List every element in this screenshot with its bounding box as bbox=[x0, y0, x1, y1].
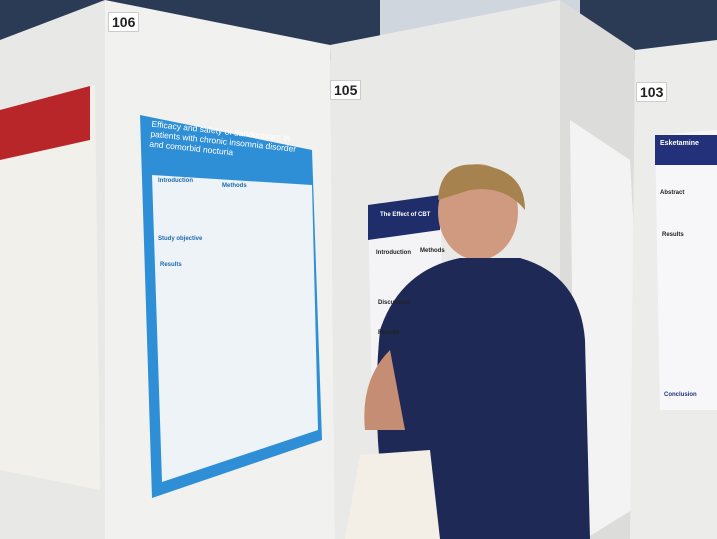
side-poster bbox=[570, 120, 648, 539]
section-heading: Abstract bbox=[660, 190, 685, 196]
section-heading: Introduction bbox=[158, 178, 193, 184]
section-heading: Methods bbox=[420, 248, 445, 254]
section-heading: Results bbox=[662, 232, 684, 238]
left-poster-header bbox=[0, 86, 90, 160]
board-number: 103 bbox=[636, 82, 668, 102]
board-number: 106 bbox=[108, 12, 140, 32]
section-heading: Results bbox=[378, 330, 400, 336]
esketamine-poster bbox=[655, 130, 717, 410]
section-heading: Results bbox=[160, 262, 182, 268]
tote-bag bbox=[345, 450, 440, 539]
section-heading: Methods bbox=[222, 183, 247, 189]
section-heading: Discussion bbox=[378, 300, 411, 306]
poster-body bbox=[152, 175, 318, 482]
arm bbox=[364, 350, 405, 430]
poster-title: The Effect of CBT bbox=[380, 212, 431, 218]
poster-title: Esketamine bbox=[660, 140, 699, 147]
section-heading: Study objective bbox=[158, 236, 203, 242]
board-number: 105 bbox=[330, 80, 362, 100]
cbt-poster-header bbox=[368, 195, 440, 240]
section-heading: Conclusion bbox=[664, 392, 697, 398]
esketamine-header bbox=[655, 135, 717, 165]
hair bbox=[438, 164, 525, 210]
section-heading: Introduction bbox=[376, 250, 411, 256]
left-poster bbox=[0, 85, 100, 490]
